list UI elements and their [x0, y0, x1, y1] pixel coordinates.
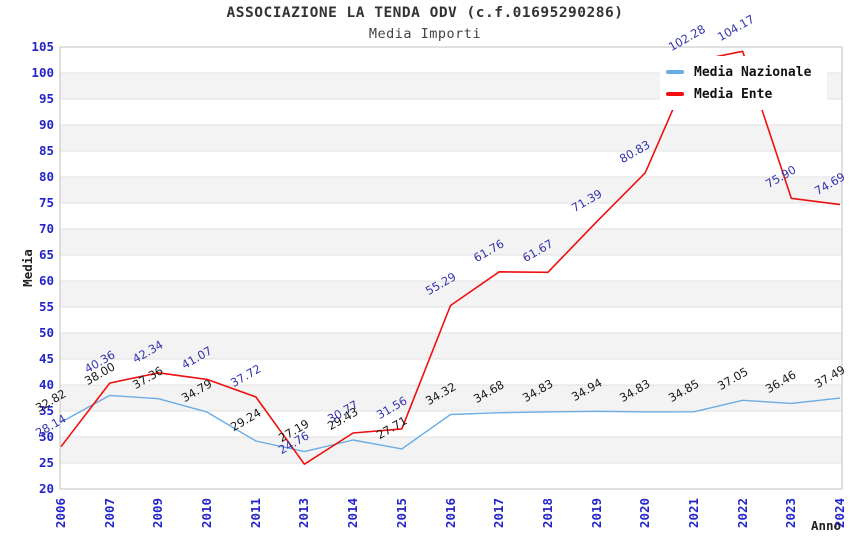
x-tick-label: 2022 [735, 497, 750, 529]
x-tick-label: 2009 [150, 497, 165, 529]
y-tick-label: 85 [38, 143, 54, 158]
x-tick-label: 2010 [199, 497, 214, 529]
media-ente-line-swatch-icon [666, 92, 684, 96]
y-tick-label: 25 [38, 455, 54, 470]
series-line-media-nazionale [60, 394, 841, 453]
x-axis-title: Anno [810, 518, 842, 533]
y-tick-label: 50 [38, 325, 54, 340]
x-tick-label: 2020 [637, 497, 652, 529]
x-tick-label: 2018 [540, 497, 555, 529]
grid-band [60, 333, 842, 359]
legend-label: Media Nazionale [694, 64, 812, 80]
x-tick-label: 2013 [296, 497, 311, 529]
y-tick-label: 60 [38, 273, 54, 288]
grid-band [60, 359, 842, 385]
x-tick-label: 2006 [53, 497, 68, 529]
media-nazionale-line-swatch-icon [666, 70, 684, 74]
grid-band [60, 385, 842, 411]
grid-band [60, 203, 842, 229]
x-tick-label: 2014 [345, 497, 360, 529]
y-tick-label: 105 [31, 39, 54, 54]
x-tick-label: 2007 [102, 497, 117, 529]
chart-title: ASSOCIAZIONE LA TENDA ODV (c.f.016952902… [226, 5, 624, 21]
y-tick-label: 95 [38, 91, 54, 106]
y-tick-label: 40 [38, 377, 54, 392]
y-tick-label: 100 [31, 65, 54, 80]
y-axis-title: Media [20, 249, 35, 287]
grid-band [60, 229, 842, 255]
grid-band [60, 437, 842, 463]
legend: Media Nazionale Media Ente [660, 56, 827, 110]
y-tick-label: 65 [38, 247, 54, 262]
grid-band [60, 177, 842, 203]
grid-band [60, 151, 842, 177]
grid-band [60, 307, 842, 333]
grid-band [60, 463, 842, 489]
y-tick-label: 20 [38, 481, 54, 496]
y-tick-label: 55 [38, 299, 54, 314]
chart-subtitle: Media Importi [368, 26, 482, 42]
y-tick-label: 45 [38, 351, 54, 366]
y-tick-label: 35 [38, 403, 54, 418]
legend-label: Media Ente [694, 86, 773, 102]
y-tick-label: 70 [38, 221, 54, 236]
y-tick-label: 75 [38, 195, 54, 210]
legend-item-media-ente: Media Ente [666, 83, 821, 105]
y-tick-label: 30 [38, 429, 54, 444]
grid-band [60, 411, 842, 437]
x-tick-label: 2016 [443, 497, 458, 529]
legend-item-media-nazionale: Media Nazionale [666, 61, 821, 83]
x-tick-label: 2019 [589, 497, 604, 529]
grid-band [60, 281, 842, 307]
y-tick-label: 80 [38, 169, 54, 184]
y-tick-label: 90 [38, 117, 54, 132]
x-tick-label: 2017 [491, 497, 506, 529]
x-tick-label: 2011 [248, 497, 263, 529]
grid-band [60, 125, 842, 151]
x-tick-label: 2021 [686, 497, 701, 529]
plot-border [59, 46, 843, 490]
grid-band [60, 255, 842, 281]
x-tick-label: 2015 [394, 497, 409, 529]
